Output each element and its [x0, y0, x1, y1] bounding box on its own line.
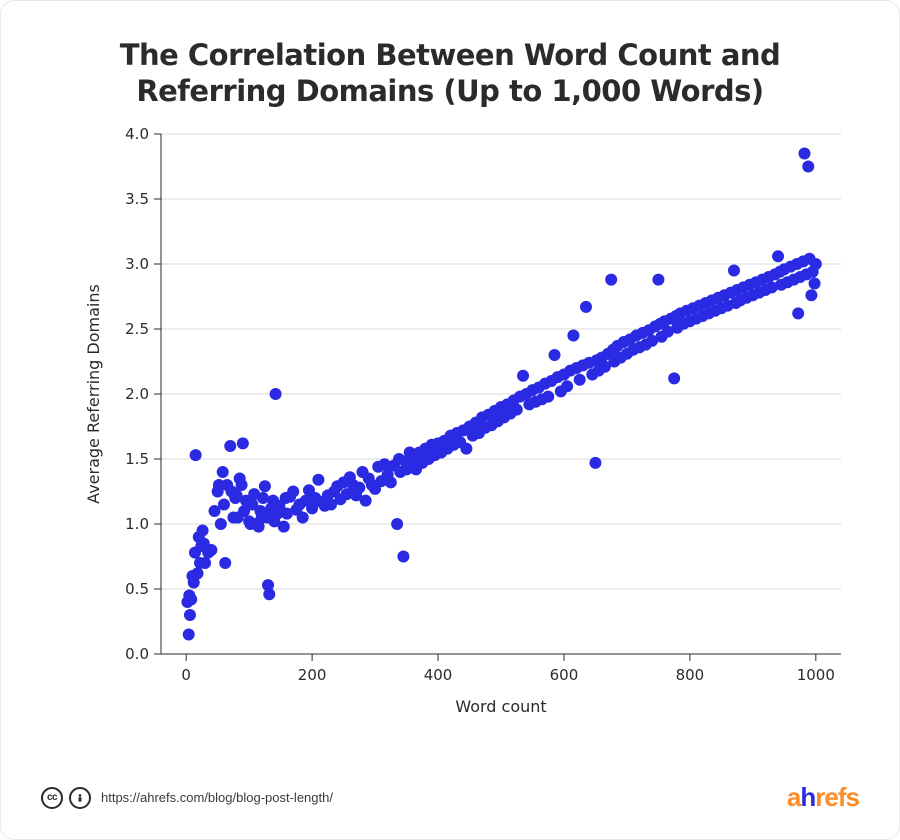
scatter-point [385, 476, 397, 488]
scatter-point [574, 373, 586, 385]
scatter-point [237, 437, 249, 449]
scatter-point [805, 289, 817, 301]
y-tick-label: 2.5 [125, 320, 149, 338]
scatter-point [192, 567, 204, 579]
scatter-point [199, 557, 211, 569]
scatter-point [567, 329, 579, 341]
scatter-point [263, 588, 275, 600]
cc-license-icon: cc [41, 787, 63, 809]
cc-by-icon [69, 787, 91, 809]
x-tick-label: 400 [424, 666, 453, 684]
chart-title: The Correlation Between Word Count and R… [41, 37, 859, 110]
x-tick-label: 200 [298, 666, 327, 684]
y-tick-label: 0.5 [125, 580, 149, 598]
scatter-point [197, 524, 209, 536]
scatter-point [517, 369, 529, 381]
scatter-point [580, 300, 592, 312]
scatter-point [728, 264, 740, 276]
scatter-point [217, 466, 229, 478]
chart-area: 0.0 0.5 1.0 1.5 2.0 2.5 3.0 3.5 4.0 0 200 400 600 800… [41, 124, 859, 739]
scatter-point [185, 593, 197, 605]
scatter-point [218, 498, 230, 510]
y-tick-label: 4.0 [125, 125, 149, 143]
scatter-point [798, 147, 810, 159]
scatter-point [549, 349, 561, 361]
y-tick-label: 1.0 [125, 515, 149, 533]
x-tick-label: 800 [676, 666, 705, 684]
scatter-point [312, 473, 324, 485]
scatter-point [605, 273, 617, 285]
x-tick-label: 1000 [797, 666, 835, 684]
scatter-point [511, 403, 523, 415]
x-axis-label: Word count [455, 697, 546, 716]
scatter-point [589, 456, 601, 468]
scatter-point [668, 372, 680, 384]
scatter-point [184, 609, 196, 621]
scatter-point [190, 449, 202, 461]
source-url: https://ahrefs.com/blog/blog-post-length… [101, 790, 333, 805]
y-tick-label: 0.0 [125, 645, 149, 663]
scatter-point [259, 480, 271, 492]
scatter-point [183, 628, 195, 640]
y-tick-label: 2.0 [125, 385, 149, 403]
x-tick-label: 600 [550, 666, 579, 684]
scatter-point [810, 258, 822, 270]
scatter-point [792, 307, 804, 319]
scatter-point [287, 485, 299, 497]
scatter-point [236, 479, 248, 491]
scatter-point [224, 440, 236, 452]
x-tick-label: 0 [181, 666, 191, 684]
scatter-chart: 0.0 0.5 1.0 1.5 2.0 2.5 3.0 3.5 4.0 0 200 400 600 800… [41, 124, 861, 734]
scatter-point [460, 442, 472, 454]
scatter-point [278, 520, 290, 532]
card-footer: cc https://ahrefs.com/blog/blog-post-len… [41, 782, 859, 813]
scatter-point [772, 250, 784, 262]
scatter-point [257, 492, 269, 504]
scatter-point [542, 390, 554, 402]
credit-block: cc https://ahrefs.com/blog/blog-post-len… [41, 787, 333, 809]
scatter-point [353, 481, 365, 493]
scatter-point [219, 557, 231, 569]
scatter-point [809, 277, 821, 289]
scatter-point [397, 550, 409, 562]
cc-icons: cc [41, 787, 91, 809]
scatter-point [360, 494, 372, 506]
scatter-point [215, 518, 227, 530]
scatter-point [652, 273, 664, 285]
y-tick-label: 3.0 [125, 255, 149, 273]
y-tick-label: 1.5 [125, 450, 149, 468]
scatter-point [205, 544, 217, 556]
y-axis-label: Average Referring Domains [84, 284, 103, 504]
scatter-point [391, 518, 403, 530]
scatter-point [561, 380, 573, 392]
scatter-point [270, 388, 282, 400]
ahrefs-logo: ahrefs [787, 782, 859, 813]
y-tick-label: 3.5 [125, 190, 149, 208]
scatter-point [802, 160, 814, 172]
chart-card: The Correlation Between Word Count and R… [0, 0, 900, 840]
scatter-point [297, 511, 309, 523]
